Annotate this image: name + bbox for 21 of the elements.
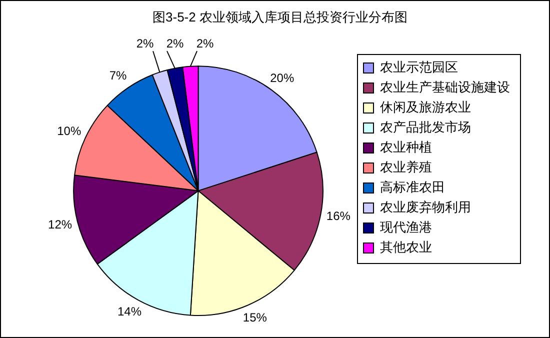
data-label: 16%	[326, 209, 351, 224]
data-label: 2%	[166, 36, 184, 50]
legend-label: 农业废弃物利用	[380, 200, 471, 215]
legend-label: 农产品批发市场	[380, 120, 471, 135]
data-label: 14%	[117, 304, 142, 319]
data-label: 2%	[136, 36, 154, 50]
chart-title: 图3-5-2 农业领域入库项目总投资行业分布图	[152, 9, 408, 24]
legend-label: 现代渔港	[380, 220, 432, 235]
data-label: 20%	[270, 70, 294, 85]
data-label: 7%	[109, 68, 128, 82]
legend-label: 农业种植	[380, 140, 432, 155]
legend-label: 其他农业	[380, 240, 432, 255]
legend-label: 休闲及旅游农业	[380, 100, 471, 115]
legend-label: 农业示范园区	[380, 60, 458, 75]
data-label: 12%	[48, 218, 72, 232]
data-label: 10%	[57, 124, 82, 138]
legend-label: 农业生产基础设施建设	[380, 80, 510, 95]
data-label: 15%	[242, 310, 268, 324]
legend-label: 高标准农田	[380, 180, 445, 195]
legend-label: 农业养殖	[380, 160, 432, 175]
data-label: 2%	[196, 36, 214, 50]
